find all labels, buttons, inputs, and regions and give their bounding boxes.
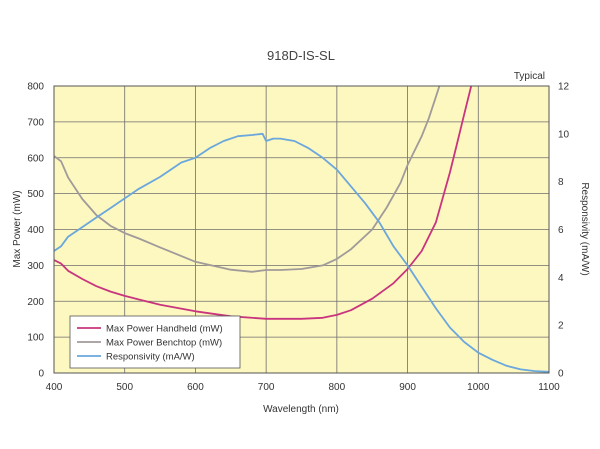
legend-label: Responsivity (mA/W) <box>106 352 195 363</box>
x-tick-label: 600 <box>187 382 204 393</box>
y-tick-label: 700 <box>27 117 44 128</box>
x-tick-label: 900 <box>399 382 416 393</box>
y-tick-label: 800 <box>27 82 44 93</box>
series-layer <box>54 86 549 373</box>
x-tick-label: 400 <box>46 382 63 393</box>
chart-title: 918D-IS-SL <box>267 48 335 63</box>
y2-tick-label: 8 <box>558 177 564 188</box>
series-line-3 <box>54 132 549 373</box>
y2-tick-label: 2 <box>558 321 564 332</box>
y-tick-label: 500 <box>27 189 44 200</box>
y2-axis-label: Responsivity (mA/W) <box>579 182 590 275</box>
x-tick-label: 1000 <box>467 382 490 393</box>
y2-tick-label: 0 <box>558 369 564 380</box>
y2-tick-label: 12 <box>558 82 570 93</box>
legend-label: Max Power Handheld (mW) <box>106 324 223 335</box>
y-tick-label: 600 <box>27 153 44 164</box>
series-line-1 <box>54 86 473 320</box>
legend: Max Power Handheld (mW) Max Power Benchto… <box>69 315 241 369</box>
plot-frame <box>53 85 550 374</box>
y-tick-label: 200 <box>27 297 44 308</box>
x-axis-label: Wavelength (nm) <box>263 404 339 415</box>
tick-labels: 400 500 600 700 800 900 1000 110001002003004005… <box>27 82 569 394</box>
x-tick-label: 1100 <box>538 382 560 393</box>
y-axis-label: Max Power (mW) <box>12 190 23 267</box>
chart-annotation: Typical <box>514 71 545 82</box>
y-tick-label: 300 <box>27 261 44 272</box>
y2-tick-label: 4 <box>558 273 564 284</box>
y2-tick-label: 6 <box>558 225 564 236</box>
grid <box>54 86 549 373</box>
y-tick-label: 400 <box>27 225 44 236</box>
y-tick-label: 100 <box>27 333 44 344</box>
y-tick-label: 0 <box>38 369 44 380</box>
x-tick-label: 500 <box>116 382 133 393</box>
x-tick-label: 800 <box>329 382 346 393</box>
legend-label: Max Power Benchtop (mW) <box>106 338 222 349</box>
y2-tick-label: 10 <box>558 129 570 140</box>
series-line-2 <box>54 86 441 273</box>
x-tick-label: 700 <box>258 382 275 393</box>
